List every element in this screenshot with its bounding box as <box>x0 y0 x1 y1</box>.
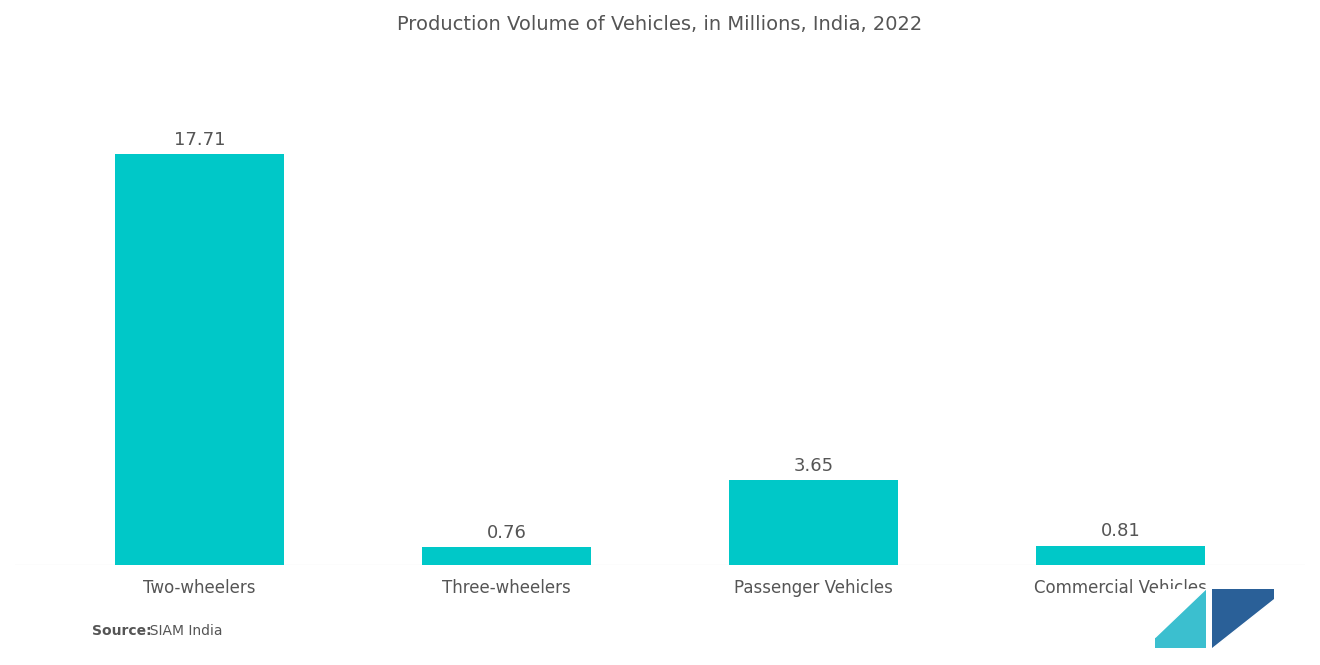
Bar <box>1036 546 1205 565</box>
Bar <box>1212 589 1274 648</box>
Text: 0.76: 0.76 <box>487 523 527 541</box>
Polygon shape <box>1212 599 1274 648</box>
Text: 0.81: 0.81 <box>1101 522 1140 541</box>
Bar <box>422 547 591 565</box>
Text: SIAM India: SIAM India <box>141 624 223 638</box>
Bar <box>1155 589 1206 648</box>
Text: 3.65: 3.65 <box>793 456 834 475</box>
Text: 17.71: 17.71 <box>173 130 224 149</box>
Bar <box>115 154 284 565</box>
Text: Source:: Source: <box>92 624 152 638</box>
Polygon shape <box>1155 589 1206 638</box>
Bar <box>729 480 898 565</box>
Title: Production Volume of Vehicles, in Millions, India, 2022: Production Volume of Vehicles, in Millio… <box>397 15 923 34</box>
